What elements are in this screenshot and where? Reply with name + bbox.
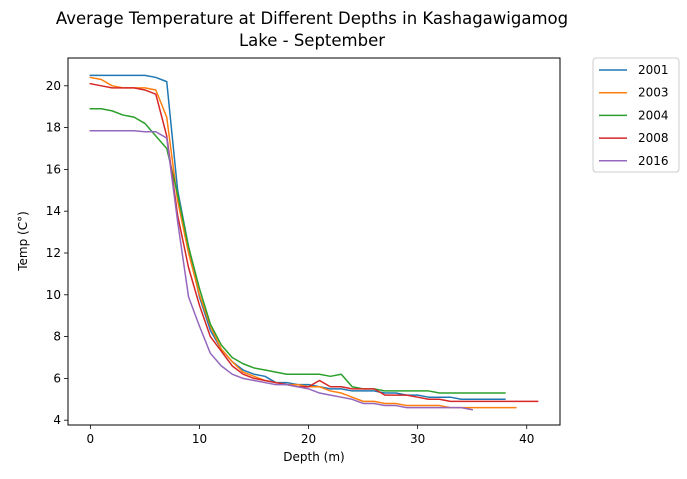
series-line-2003 [89,76,517,409]
y-tick-label-14: 14 [46,204,61,218]
y-tick-label-6: 6 [53,371,61,385]
y-axis-label: Temp (C°) [16,211,30,272]
x-tick-label-30: 30 [410,432,425,446]
y-tick-label-20: 20 [46,79,61,93]
series-line-2008 [89,82,539,403]
series-line-2004 [89,108,506,394]
chart-title-line-1: Average Temperature at Different Depths … [56,9,568,28]
y-tick-label-8: 8 [53,330,61,344]
legend-box [592,57,680,173]
y-tick-label-4: 4 [53,413,61,427]
ticks-layer: 0 10 20 30 40 4 6 8 10 12 14 16 18 20 [46,79,535,446]
legend-entries: 2001 2003 2004 2008 2016 [599,63,669,168]
legend: 2001 2003 2004 2008 2016 [592,57,680,173]
y-tick-label-10: 10 [46,288,61,302]
y-tick-label-18: 18 [46,121,61,135]
series-layer [89,74,539,411]
legend-label-2004: 2004 [638,108,669,122]
legend-label-2001: 2001 [638,63,669,77]
x-tick-label-10: 10 [192,432,207,446]
x-tick-label-20: 20 [301,432,316,446]
y-tick-label-12: 12 [46,246,61,260]
x-tick-label-0: 0 [87,432,95,446]
y-tick-label-16: 16 [46,162,61,176]
x-axis-label: Depth (m) [283,450,344,464]
chart-title-line-2: Lake - September [239,31,385,50]
legend-label-2016: 2016 [638,154,669,168]
x-tick-label-40: 40 [519,432,534,446]
series-line-2016 [89,129,474,411]
legend-label-2003: 2003 [638,86,669,100]
plot-frame [67,57,561,426]
legend-label-2008: 2008 [638,131,669,145]
